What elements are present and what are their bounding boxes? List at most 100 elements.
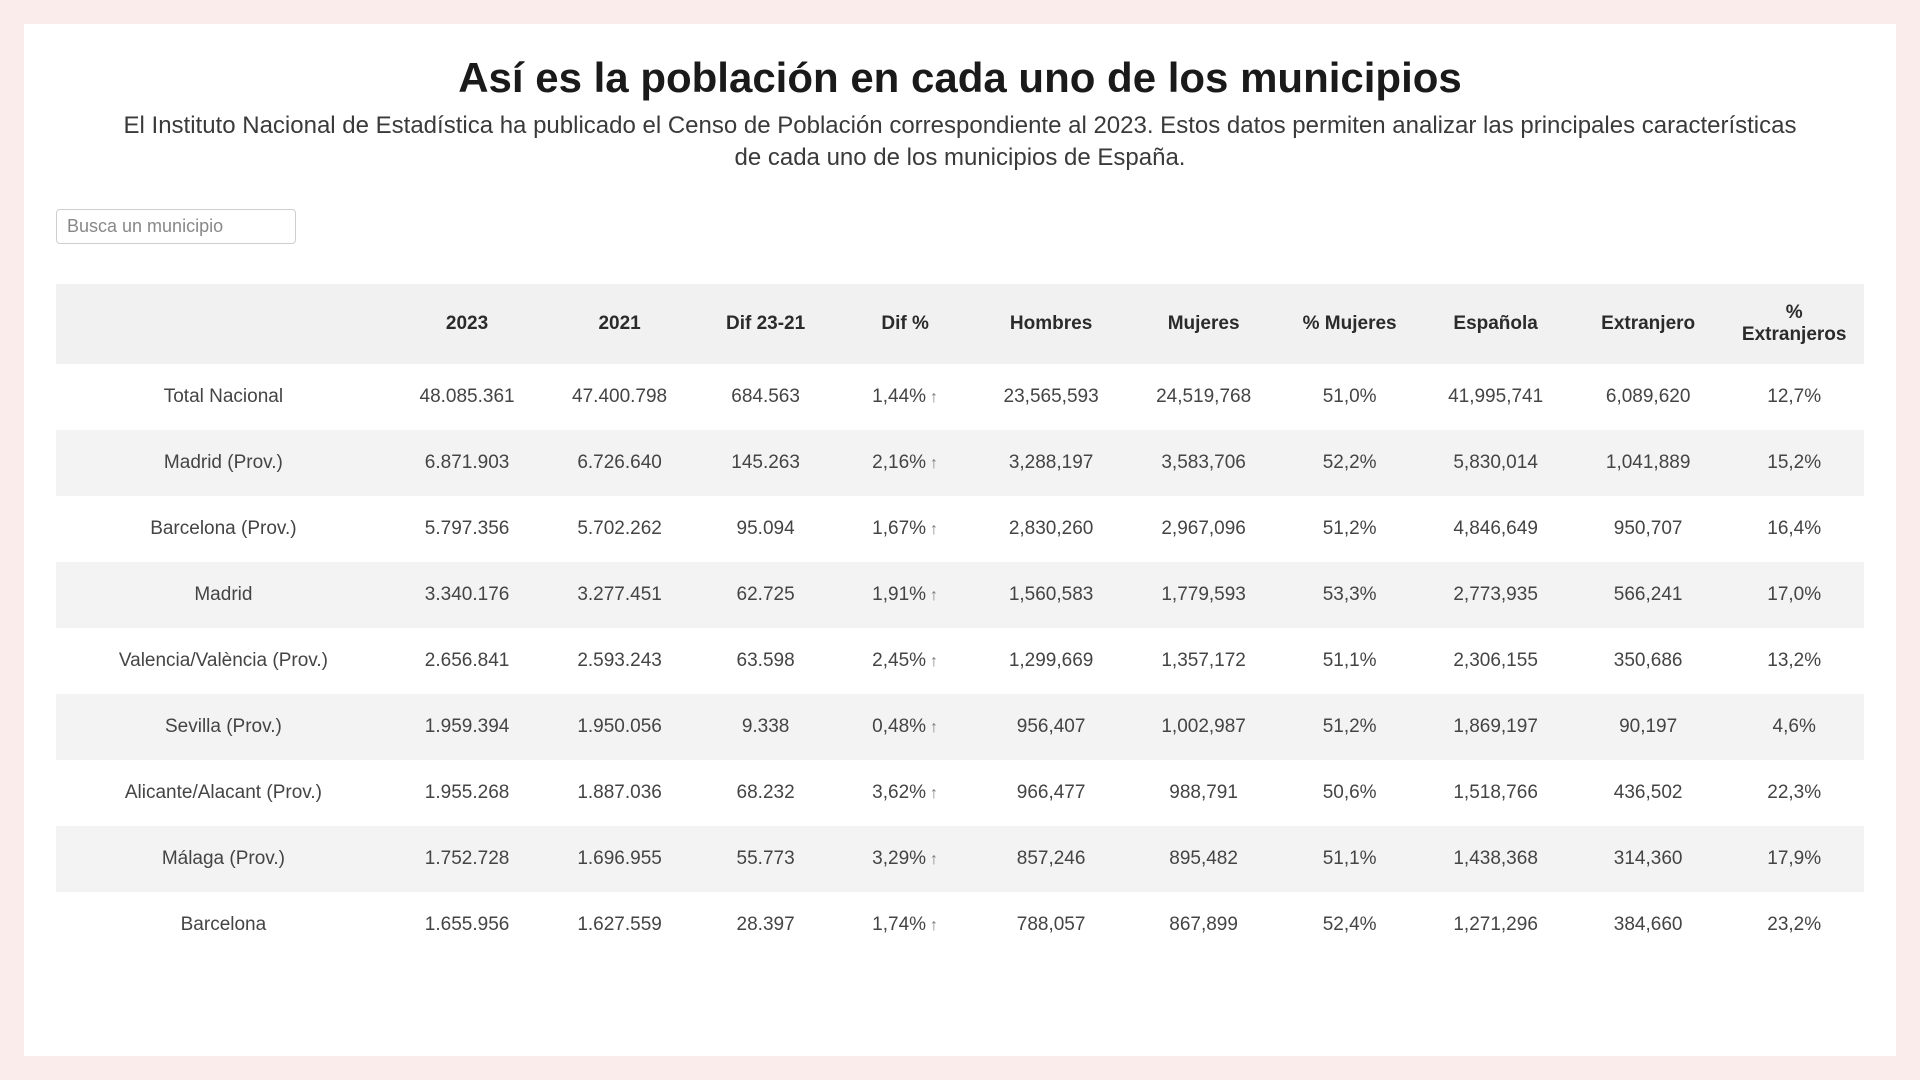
cell: 3,583,706 [1127, 430, 1280, 496]
cell: 4,846,649 [1419, 496, 1572, 562]
cell: 5,830,014 [1419, 430, 1572, 496]
cell: 950,707 [1572, 496, 1725, 562]
cell: 1,357,172 [1127, 628, 1280, 694]
col-header[interactable]: 2023 [391, 284, 544, 364]
difpct-value: 1,67% [872, 518, 926, 539]
cell: 1,518,766 [1419, 760, 1572, 826]
table-row[interactable]: Málaga (Prov.)1.752.7281.696.95555.7733,… [56, 826, 1864, 892]
cell: 2,967,096 [1127, 496, 1280, 562]
col-header[interactable]: Dif % [835, 284, 975, 364]
cell: 350,686 [1572, 628, 1725, 694]
cell: 5.702.262 [543, 496, 696, 562]
arrow-up-icon: ↑ [930, 785, 938, 803]
cell: 1.627.559 [543, 892, 696, 958]
table-row[interactable]: Total Nacional48.085.36147.400.798684.56… [56, 364, 1864, 430]
arrow-up-icon: ↑ [930, 389, 938, 407]
cell: 3.277.451 [543, 562, 696, 628]
cell: 22,3% [1724, 760, 1864, 826]
cell: 1,779,593 [1127, 562, 1280, 628]
cell: 3.340.176 [391, 562, 544, 628]
col-header[interactable]: Mujeres [1127, 284, 1280, 364]
cell: 1,74%↑ [835, 892, 975, 958]
cell: 12,7% [1724, 364, 1864, 430]
table-row[interactable]: Barcelona (Prov.)5.797.3565.702.26295.09… [56, 496, 1864, 562]
cell: 436,502 [1572, 760, 1725, 826]
cell: 24,519,768 [1127, 364, 1280, 430]
table-row[interactable]: Madrid3.340.1763.277.45162.7251,91%↑1,56… [56, 562, 1864, 628]
cell: 50,6% [1280, 760, 1420, 826]
table-row[interactable]: Barcelona1.655.9561.627.55928.3971,74%↑7… [56, 892, 1864, 958]
cell: 566,241 [1572, 562, 1725, 628]
cell: 48.085.361 [391, 364, 544, 430]
cell: 1,869,197 [1419, 694, 1572, 760]
cell: 1.959.394 [391, 694, 544, 760]
cell: 47.400.798 [543, 364, 696, 430]
cell: 2.656.841 [391, 628, 544, 694]
cell: 0,48%↑ [835, 694, 975, 760]
page-subtitle: El Instituto Nacional de Estadística ha … [110, 110, 1810, 175]
cell: Barcelona [56, 892, 391, 958]
cell: 1,44%↑ [835, 364, 975, 430]
cell: 1,299,669 [975, 628, 1128, 694]
col-header[interactable]: % Extranjeros [1724, 284, 1864, 364]
arrow-up-icon: ↑ [930, 455, 938, 473]
cell: 6.726.640 [543, 430, 696, 496]
cell: 384,660 [1572, 892, 1725, 958]
cell: 51,2% [1280, 694, 1420, 760]
table-row[interactable]: Madrid (Prov.)6.871.9036.726.640145.2632… [56, 430, 1864, 496]
cell: 684.563 [696, 364, 836, 430]
cell: 62.725 [696, 562, 836, 628]
content-card: Así es la población en cada uno de los m… [24, 24, 1896, 1056]
search-input[interactable] [56, 209, 296, 244]
cell: 895,482 [1127, 826, 1280, 892]
cell: 2,45%↑ [835, 628, 975, 694]
cell: Total Nacional [56, 364, 391, 430]
cell: 966,477 [975, 760, 1128, 826]
cell: Alicante/Alacant (Prov.) [56, 760, 391, 826]
cell: 2.593.243 [543, 628, 696, 694]
cell: 4,6% [1724, 694, 1864, 760]
cell: Madrid (Prov.) [56, 430, 391, 496]
cell: 314,360 [1572, 826, 1725, 892]
table-row[interactable]: Sevilla (Prov.)1.959.3941.950.0569.3380,… [56, 694, 1864, 760]
cell: 5.797.356 [391, 496, 544, 562]
difpct-value: 2,45% [872, 650, 926, 671]
cell: 95.094 [696, 496, 836, 562]
arrow-up-icon: ↑ [930, 653, 938, 671]
cell: 1,67%↑ [835, 496, 975, 562]
col-header[interactable] [56, 284, 391, 364]
table-row[interactable]: Alicante/Alacant (Prov.)1.955.2681.887.0… [56, 760, 1864, 826]
cell: 867,899 [1127, 892, 1280, 958]
cell: 41,995,741 [1419, 364, 1572, 430]
table-body: Total Nacional48.085.36147.400.798684.56… [56, 364, 1864, 958]
difpct-value: 0,48% [872, 716, 926, 737]
cell: 51,1% [1280, 826, 1420, 892]
cell: 23,565,593 [975, 364, 1128, 430]
cell: 16,4% [1724, 496, 1864, 562]
arrow-up-icon: ↑ [930, 521, 938, 539]
cell: 68.232 [696, 760, 836, 826]
cell: 2,830,260 [975, 496, 1128, 562]
difpct-value: 3,62% [872, 782, 926, 803]
cell: 51,2% [1280, 496, 1420, 562]
table-head: 20232021Dif 23-21Dif %HombresMujeres% Mu… [56, 284, 1864, 364]
col-header[interactable]: % Mujeres [1280, 284, 1420, 364]
cell: 51,1% [1280, 628, 1420, 694]
cell: 9.338 [696, 694, 836, 760]
cell: 13,2% [1724, 628, 1864, 694]
col-header[interactable]: Española [1419, 284, 1572, 364]
col-header[interactable]: Dif 23-21 [696, 284, 836, 364]
cell: 988,791 [1127, 760, 1280, 826]
col-header[interactable]: Extranjero [1572, 284, 1725, 364]
table-row[interactable]: Valencia/València (Prov.)2.656.8412.593.… [56, 628, 1864, 694]
cell: 857,246 [975, 826, 1128, 892]
cell: 55.773 [696, 826, 836, 892]
arrow-up-icon: ↑ [930, 851, 938, 869]
col-header[interactable]: 2021 [543, 284, 696, 364]
cell: 51,0% [1280, 364, 1420, 430]
col-header[interactable]: Hombres [975, 284, 1128, 364]
difpct-value: 1,44% [872, 386, 926, 407]
cell: 63.598 [696, 628, 836, 694]
cell: 1.696.955 [543, 826, 696, 892]
page-title: Así es la población en cada uno de los m… [56, 54, 1864, 102]
